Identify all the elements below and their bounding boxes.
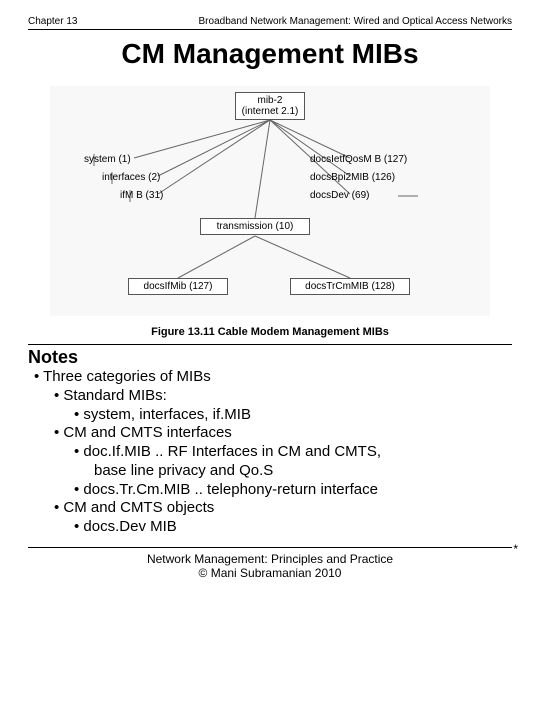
note-line: • CM and CMTS interfaces bbox=[54, 424, 512, 443]
node-docsifmib: docsIfMib (127) bbox=[128, 278, 228, 295]
node-root: mib-2 (internet 2.1) bbox=[235, 92, 305, 120]
node-root-line1: mib-2 bbox=[240, 95, 300, 106]
header-row: Chapter 13 Broadband Network Management:… bbox=[28, 16, 512, 30]
notes-rule bbox=[28, 344, 512, 345]
note-line: base line privacy and Qo.S bbox=[94, 462, 512, 481]
note-line: • Three categories of MIBs bbox=[34, 368, 512, 387]
slide-page: Chapter 13 Broadband Network Management:… bbox=[0, 0, 540, 588]
footer: * Network Management: Principles and Pra… bbox=[28, 552, 512, 580]
diagram-lines bbox=[50, 86, 490, 316]
mib-tree-diagram: mib-2 (internet 2.1) system (1) interfac… bbox=[50, 86, 490, 316]
footer-star: * bbox=[513, 542, 518, 556]
slide-title: CM Management MIBs bbox=[28, 38, 512, 70]
note-line: • Standard MIBs: bbox=[54, 387, 512, 406]
node-root-line2: (internet 2.1) bbox=[240, 106, 300, 117]
notes-heading: Notes bbox=[28, 347, 512, 368]
notes-body: • Three categories of MIBs • Standard MI… bbox=[28, 368, 512, 537]
footer-rule bbox=[28, 547, 512, 548]
note-line: • system, interfaces, if.MIB bbox=[74, 406, 512, 425]
node-ifmb: ifM B (31) bbox=[120, 190, 163, 201]
node-system: system (1) bbox=[84, 154, 131, 165]
note-line: • CM and CMTS objects bbox=[54, 499, 512, 518]
note-line: • docs.Tr.Cm.MIB .. telephony-return int… bbox=[74, 481, 512, 500]
node-docstrcm: docsTrCmMIB (128) bbox=[290, 278, 410, 295]
topic-label: Broadband Network Management: Wired and … bbox=[199, 16, 512, 27]
chapter-label: Chapter 13 bbox=[28, 16, 77, 27]
figure-caption: Figure 13.11 Cable Modem Management MIBs bbox=[28, 326, 512, 338]
node-qos: docsIetfQosM B (127) bbox=[310, 154, 407, 165]
node-transmission: transmission (10) bbox=[200, 218, 310, 235]
footer-line1: Network Management: Principles and Pract… bbox=[28, 552, 512, 566]
note-line: • docs.Dev MIB bbox=[74, 518, 512, 537]
note-line: • doc.If.MIB .. RF Interfaces in CM and … bbox=[74, 443, 512, 462]
node-bpi2: docsBpi2MIB (126) bbox=[310, 172, 395, 183]
node-docsdev: docsDev (69) bbox=[310, 190, 369, 201]
footer-line2: © Mani Subramanian 2010 bbox=[28, 566, 512, 580]
node-interfaces: interfaces (2) bbox=[102, 172, 160, 183]
